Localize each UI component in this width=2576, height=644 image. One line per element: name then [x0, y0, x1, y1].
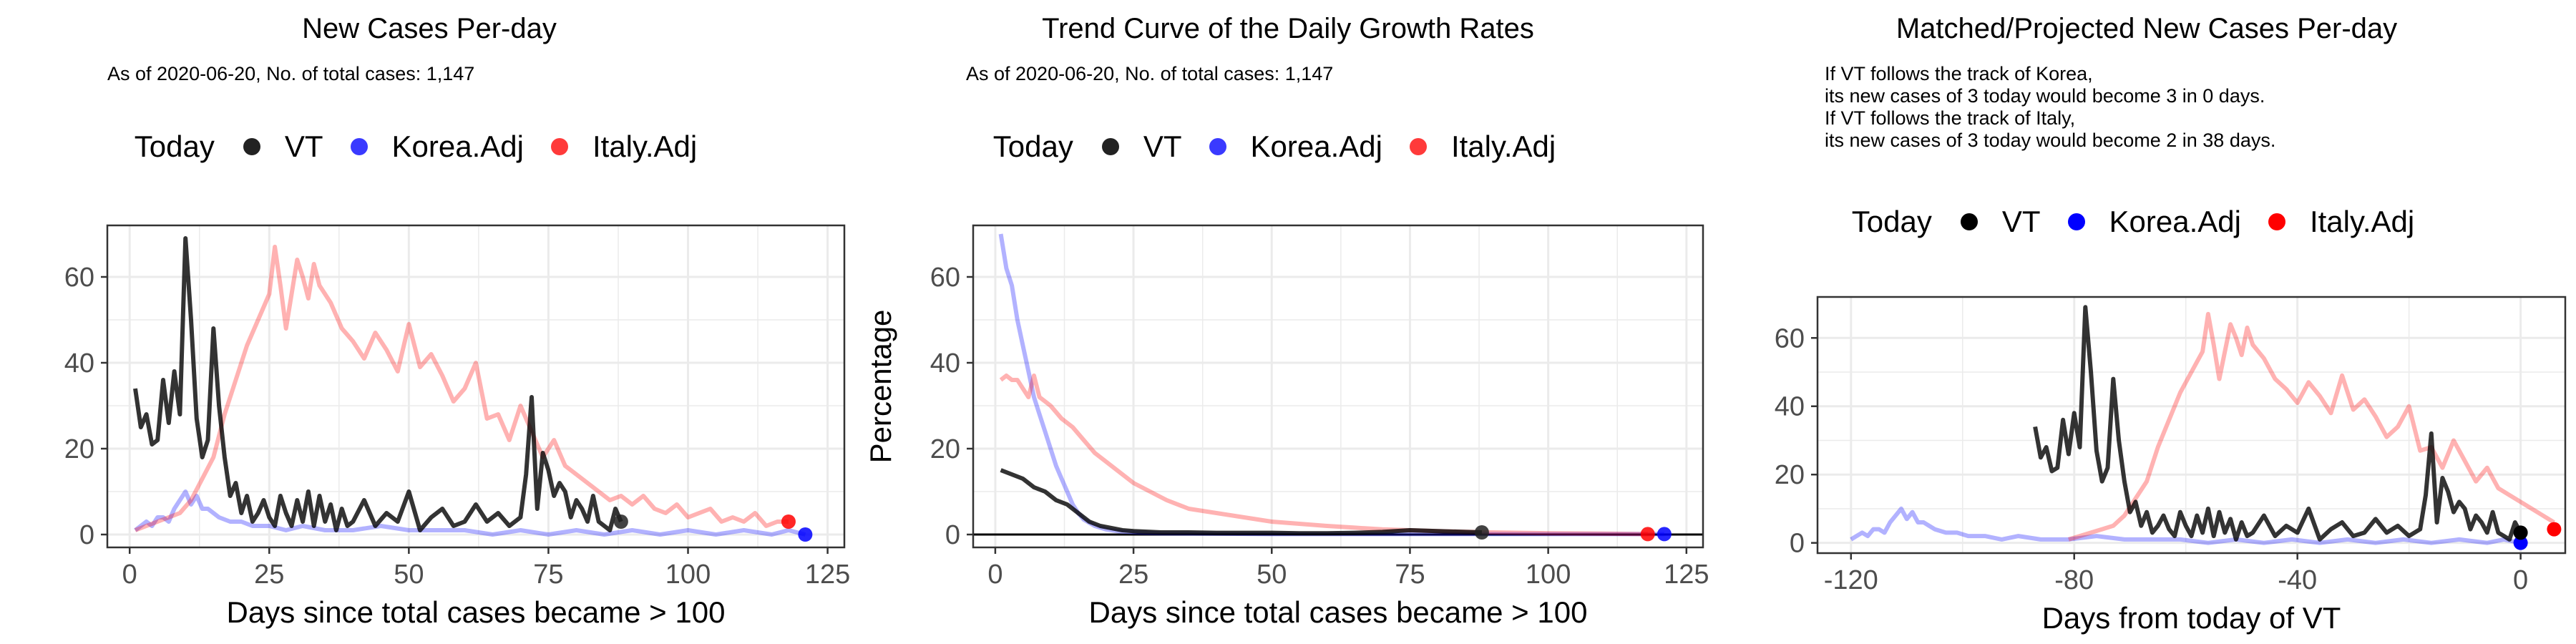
panel-projected: Matched/Projected New Cases Per-day If V…	[1717, 0, 2576, 644]
series-line-italy	[134, 245, 789, 532]
legend-item-vt: VT	[1101, 130, 1182, 164]
chart-title: Matched/Projected New Cases Per-day	[1896, 13, 2398, 44]
x-tick-label: 0	[122, 560, 137, 590]
today-point-italy	[2547, 522, 2562, 537]
legend-title: Today	[1851, 205, 1932, 238]
chart-subtitle: As of 2020-06-20, No. of total cases: 1,…	[107, 63, 475, 84]
x-tick-label: 50	[1257, 560, 1287, 590]
x-tick-label: 25	[254, 560, 284, 590]
legend-label: VT	[2001, 205, 2041, 238]
legend-dot-vt	[243, 138, 260, 155]
legend-dot-vt	[1101, 138, 1119, 155]
legend-dot-italy	[550, 138, 568, 155]
chart-subtitle: If VT follows the track of Korea, its ne…	[1825, 63, 2276, 151]
series-line-vt	[1000, 468, 1482, 536]
x-tick-label: 100	[1526, 560, 1571, 590]
legend-label: Korea.Adj	[2109, 205, 2241, 238]
legend: Today VT Korea.Adj Italy.Adj	[0, 129, 859, 165]
y-tick-label: 0	[1790, 529, 1805, 559]
legend-dot-italy	[1409, 138, 1427, 155]
x-tick-label: 50	[394, 560, 424, 590]
legend-label: Korea.Adj	[391, 130, 524, 163]
legend-item-korea: Korea.Adj	[350, 130, 524, 164]
legend-label: Italy.Adj	[592, 130, 698, 163]
y-tick-label: 60	[930, 263, 960, 293]
today-point-vt	[2513, 525, 2528, 540]
legend-item-vt: VT	[243, 130, 323, 164]
plot-border	[106, 224, 846, 549]
y-tick-label: 60	[1775, 323, 1805, 353]
today-point-vt	[613, 514, 628, 529]
legend-title: Today	[992, 130, 1073, 163]
legend-item-italy: Italy.Adj	[2268, 205, 2414, 239]
y-tick-label: 60	[64, 263, 94, 293]
y-tick-label: 40	[930, 348, 960, 379]
y-tick-label: 40	[64, 348, 94, 379]
series-line-korea	[998, 233, 1664, 537]
series-line-italy	[2068, 311, 2555, 542]
legend-item-korea: Korea.Adj	[2067, 205, 2241, 239]
x-tick-label: -80	[2054, 565, 2094, 595]
x-tick-label: 75	[1395, 560, 1425, 590]
chart-title: New Cases Per-day	[302, 13, 557, 44]
y-tick-label: 40	[1775, 392, 1805, 422]
today-point-vt	[1474, 525, 1489, 540]
legend-dot-vt	[1960, 213, 1978, 230]
y-tick-label: 20	[930, 434, 960, 464]
legend-label: VT	[284, 130, 323, 163]
legend-item-italy: Italy.Adj	[1409, 130, 1556, 164]
x-axis-label: Days since total cases became > 100	[227, 595, 726, 629]
legend-label: Italy.Adj	[1450, 130, 1556, 163]
y-tick-label: 20	[64, 434, 94, 464]
x-axis-label: Days from today of VT	[2042, 601, 2341, 635]
x-tick-label: -120	[1824, 565, 1878, 595]
y-axis-label: Percentage	[864, 310, 897, 464]
series-line-italy	[999, 374, 1648, 537]
legend-dot-korea	[350, 138, 368, 155]
legend-label: Korea.Adj	[1250, 130, 1382, 163]
legend-dot-italy	[2268, 213, 2285, 230]
legend-label: VT	[1143, 130, 1182, 163]
legend-dot-korea	[1209, 138, 1226, 155]
x-axis-label: Days since total cases became > 100	[1089, 595, 1588, 629]
legend-item-italy: Italy.Adj	[550, 130, 698, 164]
x-tick-label: 100	[665, 560, 711, 590]
today-point-korea	[1657, 527, 1672, 542]
plot-border	[972, 224, 1704, 549]
legend-dot-korea	[2067, 213, 2085, 230]
y-tick-label: 0	[79, 520, 94, 550]
series-line-korea	[1850, 506, 2522, 545]
series-line-vt	[2033, 305, 2523, 542]
legend-item-korea: Korea.Adj	[1209, 130, 1382, 164]
legend-item-vt: VT	[1960, 205, 2041, 239]
legend-label: Italy.Adj	[2309, 205, 2415, 238]
legend-title: Today	[134, 130, 215, 163]
x-tick-label: 75	[533, 560, 563, 590]
chart-projected: -120 -80 -40 0 0 20 40 60 Days from today of VT	[1775, 296, 2567, 635]
series-line-korea	[134, 489, 806, 537]
plot-border	[1816, 296, 2567, 555]
chart-growth-rates: 0 25 50 75 100 125 0 20 40 60 Days since total cas…	[864, 224, 1709, 629]
panel-new-cases: New Cases Per-day As of 2020-06-20, No. …	[0, 0, 859, 644]
chart-subtitle: As of 2020-06-20, No. of total cases: 1,…	[966, 63, 1334, 84]
x-tick-label: 25	[1118, 560, 1148, 590]
today-point-korea	[798, 527, 813, 542]
y-tick-label: 20	[1775, 460, 1805, 490]
legend: Today VT Korea.Adj Italy.Adj	[1717, 204, 2576, 240]
chart-new-cases: 0 25 50 75 100 125 0 20 40 60 Days since total cas…	[64, 224, 850, 629]
x-tick-label: 125	[805, 560, 850, 590]
x-tick-label: -40	[2278, 565, 2317, 595]
x-tick-label: 0	[2513, 565, 2528, 595]
y-tick-label: 0	[945, 520, 960, 550]
today-point-italy	[781, 514, 796, 529]
panel-growth-rates: Trend Curve of the Daily Growth Rates As…	[859, 0, 1717, 644]
x-tick-label: 0	[987, 560, 1002, 590]
series-line-vt	[133, 236, 623, 532]
x-tick-label: 125	[1664, 560, 1709, 590]
chart-title: Trend Curve of the Daily Growth Rates	[1042, 13, 1534, 44]
today-point-korea	[2513, 535, 2528, 550]
legend: Today VT Korea.Adj Italy.Adj	[859, 129, 1717, 165]
today-point-italy	[1640, 527, 1655, 542]
